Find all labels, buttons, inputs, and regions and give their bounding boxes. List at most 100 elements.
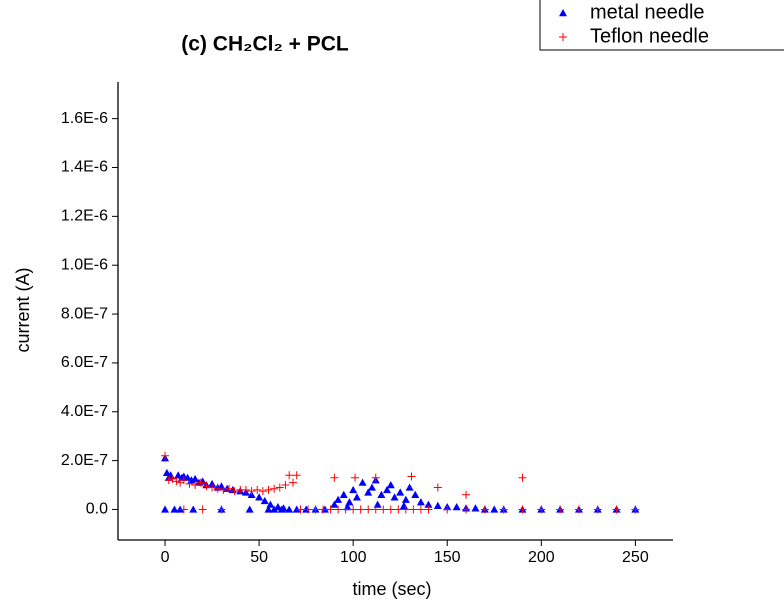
plus-marker: [202, 482, 211, 491]
plus-marker: [433, 483, 442, 492]
plus-marker: [281, 481, 290, 490]
plus-marker: [593, 505, 602, 514]
plus-marker: [574, 505, 583, 514]
plus-marker: [304, 505, 313, 514]
triangle-marker: [358, 478, 367, 486]
plus-marker: [480, 505, 489, 514]
x-axis-label: time (sec): [352, 579, 431, 599]
plus-marker: [264, 485, 273, 494]
y-tick-label: 8.0E-7: [61, 305, 108, 322]
plus-marker: [424, 505, 433, 514]
plus-marker: [341, 505, 350, 514]
triangle-marker: [373, 500, 382, 508]
plus-marker: [409, 505, 418, 514]
triangle-marker: [170, 505, 179, 513]
triangle-marker: [260, 496, 269, 505]
plus-marker: [319, 505, 328, 514]
plus-marker: [185, 479, 194, 488]
triangle-marker: [411, 490, 420, 499]
triangle-marker: [386, 481, 395, 489]
y-tick-label: 2.0E-7: [61, 452, 108, 469]
triangle-marker: [471, 504, 480, 512]
triangle-marker: [208, 479, 217, 488]
plus-marker: [443, 505, 452, 514]
triangle-marker: [339, 490, 348, 499]
plus-marker: [288, 478, 297, 487]
triangle-marker: [183, 473, 192, 481]
plus-marker: [401, 505, 410, 514]
plus-marker: [326, 505, 335, 514]
triangle-marker: [266, 500, 275, 508]
triangle-marker: [383, 485, 392, 494]
plus-marker: [198, 505, 207, 514]
plus-marker: [270, 484, 279, 493]
plus-marker: [334, 505, 343, 514]
plus-marker: [179, 505, 188, 514]
plus-marker: [371, 473, 380, 482]
plus-marker: [172, 477, 181, 486]
plus-marker: [518, 473, 527, 482]
x-tick-label: 50: [250, 549, 268, 566]
x-tick-label: 0: [161, 549, 170, 566]
plus-marker: [379, 505, 388, 514]
triangle-marker: [390, 493, 399, 501]
triangle-marker: [377, 490, 386, 499]
triangle-marker: [401, 495, 410, 503]
plus-marker: [161, 451, 170, 460]
y-tick-label: 0.0: [86, 501, 108, 518]
triangle-marker: [270, 505, 279, 513]
plus-marker: [371, 505, 380, 514]
triangle-marker: [273, 503, 282, 511]
triangle-marker: [255, 493, 264, 501]
plus-marker: [462, 490, 471, 499]
plus-marker: [258, 487, 267, 496]
plus-marker: [349, 505, 358, 514]
plus-marker: [311, 505, 320, 514]
plus-marker: [230, 487, 239, 496]
plus-marker: [386, 505, 395, 514]
triangle-marker: [189, 505, 198, 513]
triangle-marker: [334, 495, 343, 503]
x-tick-label: 200: [528, 549, 555, 566]
plus-marker: [217, 505, 226, 514]
plus-marker: [394, 505, 403, 514]
plus-marker: [253, 485, 262, 494]
legend-marker: [559, 33, 567, 41]
triangle-marker: [228, 485, 237, 494]
y-tick-label: 4.0E-7: [61, 403, 108, 420]
plus-marker: [407, 472, 416, 481]
triangle-marker: [433, 501, 442, 510]
plus-marker: [292, 471, 301, 480]
triangle-marker: [345, 498, 354, 506]
legend-label: metal needle: [590, 1, 705, 23]
plus-marker: [275, 483, 284, 492]
triangle-marker: [349, 485, 358, 494]
plus-marker: [356, 505, 365, 514]
legend-box: [539, 0, 784, 51]
plus-marker: [351, 473, 360, 482]
triangle-marker: [174, 471, 183, 479]
plus-marker: [225, 484, 233, 493]
triangle-marker: [285, 505, 294, 513]
plus-marker: [196, 478, 205, 487]
plus-marker: [537, 505, 546, 514]
plus-marker: [164, 476, 173, 485]
plus-marker: [191, 481, 200, 490]
plus-marker: [556, 505, 565, 514]
plus-marker: [631, 505, 640, 514]
y-tick-label: 1.0E-6: [61, 256, 108, 273]
triangle-marker: [416, 498, 425, 506]
legend-label: Teflon needle: [590, 25, 709, 47]
plus-marker: [296, 505, 305, 514]
x-tick-label: 100: [340, 549, 367, 566]
plus-marker: [518, 505, 527, 514]
y-tick-label: 6.0E-7: [61, 354, 108, 371]
triangle-marker: [396, 488, 405, 496]
plus-marker: [285, 471, 294, 480]
plus-marker: [179, 476, 188, 485]
triangle-marker: [364, 488, 373, 496]
plus-marker: [219, 485, 228, 494]
x-tick-label: 150: [434, 549, 461, 566]
